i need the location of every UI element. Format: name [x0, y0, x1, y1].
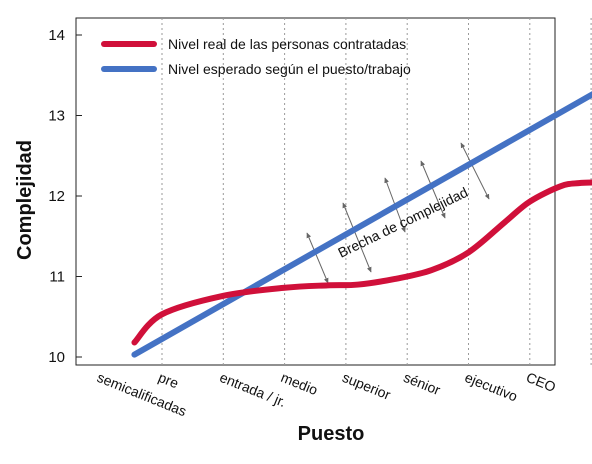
series-line-expected [131, 91, 592, 358]
x-tick-label: CEO [524, 369, 558, 395]
gap-arrow [420, 160, 446, 219]
x-tick-label: entrada / jr. [217, 369, 288, 410]
y-tick-label: 13 [48, 108, 65, 125]
series-line-actual [131, 179, 592, 346]
gap-arrow [306, 232, 329, 284]
legend-label-expected: Nivel esperado según el puesto/trabajo [168, 61, 411, 77]
x-axis-title: Puesto [298, 423, 365, 445]
gap-arrow [342, 202, 372, 273]
x-tick-label: pre [156, 369, 181, 391]
gap-annotation: Brecha de complejidad [335, 184, 470, 261]
legend-label-actual: Nivel real de las personas contratadas [168, 36, 406, 52]
y-tick-label: 11 [49, 269, 65, 286]
gap-arrow [460, 142, 490, 200]
y-tick-label: 14 [48, 27, 65, 44]
y-tick-label: 10 [48, 349, 65, 366]
y-axis-ticks: 10 11 12 13 14 [48, 27, 65, 366]
y-axis-title: Complejidad [14, 140, 36, 260]
x-tick-label: ejecutivo [463, 369, 520, 405]
gap-arrows [306, 142, 490, 284]
y-tick-label: 12 [48, 188, 65, 205]
legend: Nivel real de las personas contratadas N… [101, 36, 411, 77]
x-tick-label: sénior [401, 369, 443, 398]
x-tick-label: superior [340, 369, 393, 403]
y-tick-marks [76, 34, 82, 358]
series-lines [131, 91, 592, 358]
